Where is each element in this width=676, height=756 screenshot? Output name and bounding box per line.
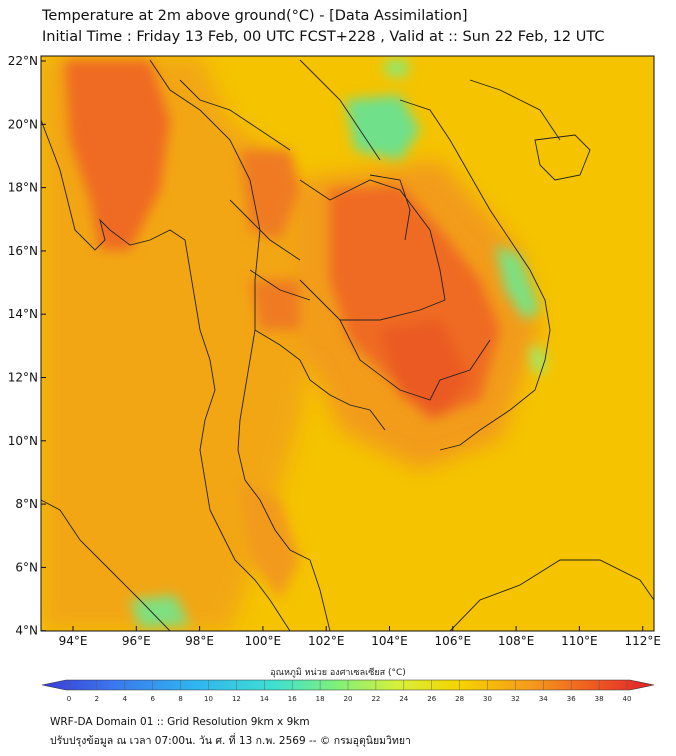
lat-label: 8°N: [15, 497, 38, 511]
lon-label: 94°E: [59, 634, 88, 648]
lon-label: 110°E: [561, 634, 598, 648]
colorbar-tick-label: 28: [455, 695, 464, 703]
boundaries: [41, 59, 654, 631]
colorbar-tick-label: 34: [539, 695, 548, 703]
lat-label: 4°N: [15, 624, 38, 638]
colorbar-tick-label: 0: [67, 695, 71, 703]
lat-label: 16°N: [8, 244, 38, 258]
colorbar-label: อุณหภูมิ หน่วย องศาเซลเซียส (°C): [270, 668, 406, 678]
lat-label: 14°N: [8, 307, 38, 321]
colorbar-tick-label: 8: [178, 695, 182, 703]
colorbar-tick-label: 2: [95, 695, 99, 703]
colorbar-tick-label: 24: [399, 695, 408, 703]
colorbar-tick-label: 6: [150, 695, 155, 703]
lon-label: 104°E: [371, 634, 408, 648]
colorbar-tick-label: 14: [260, 695, 269, 703]
map-title: Temperature at 2m above ground(°C) - [Da…: [42, 6, 604, 48]
lon-label: 102°E: [308, 634, 345, 648]
map-frame: [40, 55, 655, 632]
longitude-labels: 94°E 96°E 98°E 100°E 102°E 104°E 106°E 108°E 110…: [59, 626, 661, 648]
colorbar-tick-label: 20: [344, 695, 353, 703]
lat-label: 18°N: [8, 181, 38, 195]
colorbar-tick-label: 4: [123, 695, 128, 703]
colorbar-tick-label: 36: [567, 695, 576, 703]
lon-label: 100°E: [245, 634, 282, 648]
temperature-field: [41, 56, 654, 631]
colorbar-tick-label: 10: [204, 695, 213, 703]
colorbar-tick-label: 16: [288, 695, 297, 703]
colorbar-ticks: 0 2 4 6 8 10 12 14 16 18 20 22 24 26 28 30 32 34 36 38 40: [67, 680, 632, 703]
colorbar: 0 2 4 6 8 10 12 14 16 18 20 22 24 26 28 30 32 34 36 38 40: [41, 679, 655, 703]
colorbar-tick-label: 26: [427, 695, 436, 703]
colorbar-tick-label: 30: [483, 695, 492, 703]
lat-label: 12°N: [8, 371, 38, 385]
lon-label: 96°E: [122, 634, 151, 648]
footer-line-2: ปรับปรุงข้อมูล ณ เวลา 07:00น. วัน ศ. ที่…: [50, 735, 411, 747]
colorbar-tick-label: 32: [511, 695, 520, 703]
latitude-labels: 22°N 20°N 18°N 16°N 14°N 12°N 10°N 8°N 6°N 4°N: [8, 54, 46, 638]
lon-label: 112°E: [624, 634, 661, 648]
title-line-2: Initial Time : Friday 13 Feb, 00 UTC FCS…: [42, 29, 605, 45]
lat-label: 20°N: [8, 117, 38, 131]
colorbar-tick-label: 18: [316, 695, 325, 703]
colorbar-tick-label: 40: [623, 695, 632, 703]
title-line-1: Temperature at 2m above ground(°C) - [Da…: [42, 8, 468, 24]
lat-label: 22°N: [8, 54, 38, 68]
lat-label: 6°N: [15, 560, 38, 574]
lon-label: 108°E: [498, 634, 535, 648]
colorbar-tick-label: 38: [595, 695, 604, 703]
colorbar-tick-label: 22: [371, 695, 380, 703]
lon-label: 106°E: [435, 634, 472, 648]
footer-line-1: WRF-DA Domain 01 :: Grid Resolution 9km …: [50, 716, 310, 728]
colorbar-tick-label: 12: [232, 695, 241, 703]
lon-label: 98°E: [185, 634, 214, 648]
lat-label: 10°N: [8, 434, 38, 448]
